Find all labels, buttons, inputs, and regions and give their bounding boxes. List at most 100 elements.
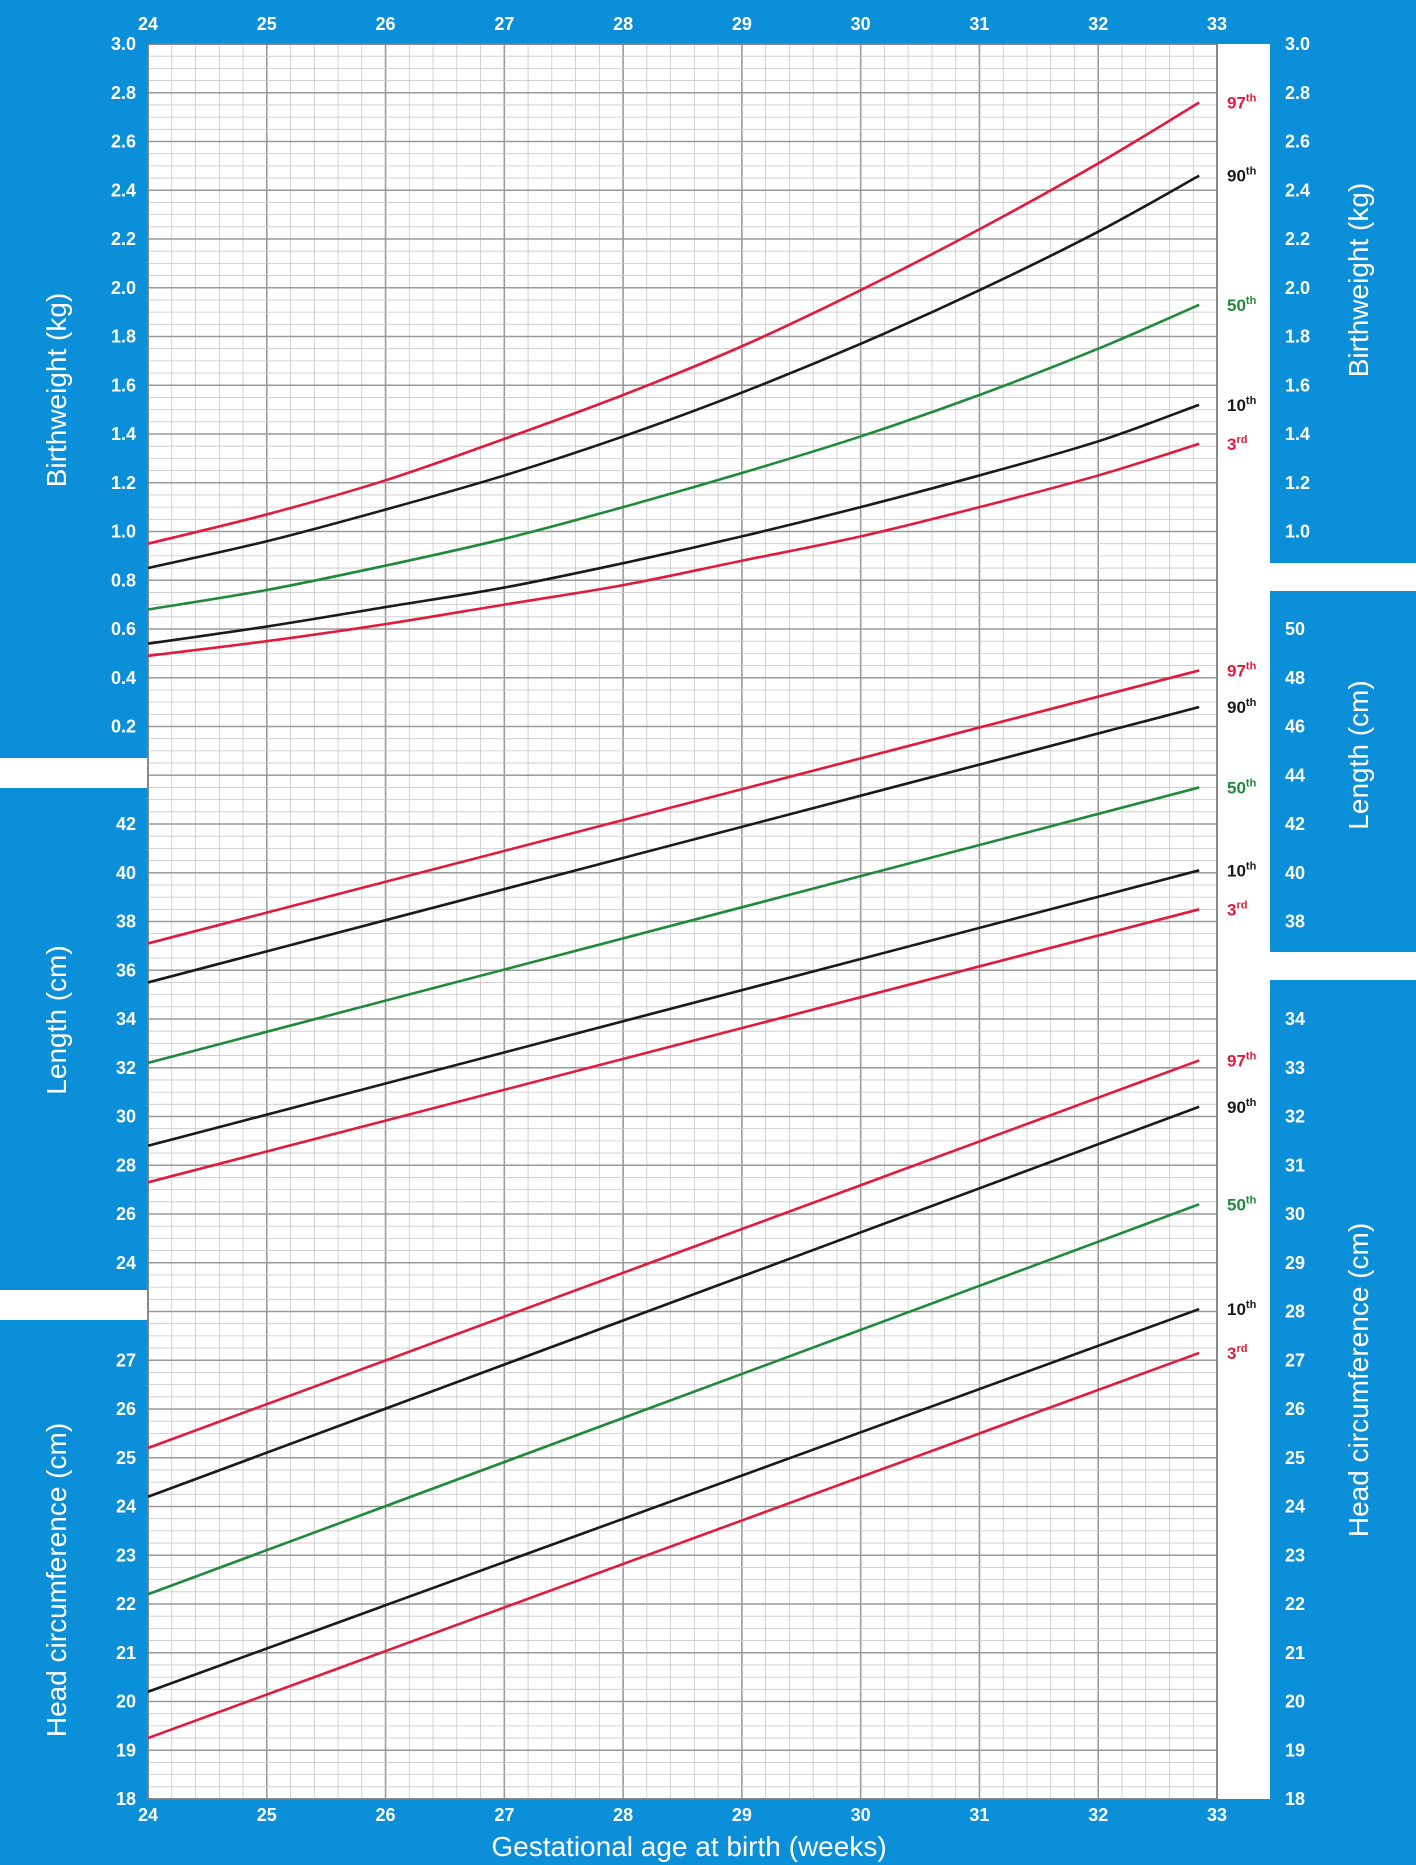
grid: [147, 43, 1218, 1800]
bw-left-tick: 2.8: [111, 83, 136, 103]
length-3rd-line: [147, 908, 1200, 1184]
hc-right-tick: 21: [1285, 1643, 1305, 1663]
len-right-title: Length (cm): [1343, 680, 1374, 829]
bw-right-tick: 1.6: [1285, 375, 1310, 395]
x-tick-top: 30: [851, 14, 871, 34]
right-gap-1: [1270, 563, 1416, 591]
hc-left-tick: 19: [116, 1740, 136, 1760]
x-tick-bottom: 27: [494, 1805, 514, 1825]
hc-right-tick: 32: [1285, 1107, 1305, 1127]
bw-right-tick: 1.2: [1285, 473, 1310, 493]
len-left-tick: 26: [116, 1204, 136, 1224]
hc-left-tick: 26: [116, 1399, 136, 1419]
head_circumference-10th-label: 10th: [1227, 1299, 1257, 1319]
birthweight-90th-label: 90th: [1227, 166, 1257, 186]
len-right-tick: 42: [1285, 814, 1305, 834]
birthweight-90th-line: [147, 174, 1200, 570]
x-tick-top: 32: [1088, 14, 1108, 34]
length-50th-label: 50th: [1227, 777, 1257, 797]
hc-left-tick: 22: [116, 1594, 136, 1614]
hc-right-tick: 31: [1285, 1155, 1305, 1175]
x-tick-bottom: 31: [969, 1805, 989, 1825]
bw-left-tick: 2.4: [111, 180, 136, 200]
bw-right-title: Birthweight (kg): [1343, 183, 1374, 378]
len-right-tick: 40: [1285, 863, 1305, 883]
head_circumference-10th-line: [147, 1307, 1200, 1693]
len-right-tick: 48: [1285, 668, 1305, 688]
x-tick-top: 25: [257, 14, 277, 34]
hc-right-tick: 23: [1285, 1545, 1305, 1565]
head_circumference-90th-line: [147, 1105, 1200, 1498]
x-tick-top: 29: [732, 14, 752, 34]
bw-right-tick: 2.4: [1285, 180, 1310, 200]
head_circumference-90th-label: 90th: [1227, 1097, 1257, 1117]
percentile-curves: [147, 101, 1200, 1740]
bw-right-tick: 1.4: [1285, 424, 1310, 444]
axis-ticks: 24 24 25 25 26 26 27 27 28 28 29 29 30 30 31 31 32 32 33 33…: [111, 14, 1310, 1825]
bw-left-tick: 2.0: [111, 278, 136, 298]
length-10th-line: [147, 869, 1200, 1148]
hc-left-tick: 27: [116, 1350, 136, 1370]
grid-border: [147, 43, 1218, 1800]
birthweight-3rd-label: 3rd: [1227, 434, 1247, 454]
hc-right-tick: 26: [1285, 1399, 1305, 1419]
length-90th-line: [147, 705, 1200, 984]
x-tick-bottom: 33: [1207, 1805, 1227, 1825]
hc-right-tick: 24: [1285, 1497, 1305, 1517]
birthweight-50th-label: 50th: [1227, 295, 1257, 315]
head_circumference-97th-line: [147, 1059, 1200, 1450]
x-tick-bottom: 32: [1088, 1805, 1108, 1825]
x-tick-top: 31: [969, 14, 989, 34]
hc-left-tick: 20: [116, 1692, 136, 1712]
x-tick-top: 26: [376, 14, 396, 34]
hc-right-tick: 30: [1285, 1204, 1305, 1224]
left-gap-2: [0, 1290, 148, 1320]
hc-right-tick: 33: [1285, 1058, 1305, 1078]
hc-left-tick: 21: [116, 1643, 136, 1663]
len-left-tick: 30: [116, 1107, 136, 1127]
x-tick-bottom: 29: [732, 1805, 752, 1825]
len-left-tick: 42: [116, 814, 136, 834]
hc-left-tick: 25: [116, 1448, 136, 1468]
bw-left-title: Birthweight (kg): [41, 293, 72, 488]
length-90th-label: 90th: [1227, 697, 1257, 717]
bw-left-tick: 1.8: [111, 327, 136, 347]
len-left-tick: 28: [116, 1155, 136, 1175]
birthweight-97th-line: [147, 101, 1200, 545]
x-tick-top: 27: [494, 14, 514, 34]
hc-right-tick: 29: [1285, 1253, 1305, 1273]
hc-right-tick: 28: [1285, 1302, 1305, 1322]
bw-left-tick: 0.4: [111, 668, 136, 688]
bw-right-tick: 1.0: [1285, 522, 1310, 542]
head_circumference-97th-label: 97th: [1227, 1050, 1257, 1070]
bw-right-tick: 2.2: [1285, 229, 1310, 249]
head_circumference-50th-label: 50th: [1227, 1194, 1257, 1214]
len-right-tick: 50: [1285, 619, 1305, 639]
len-left-tick: 34: [116, 1009, 136, 1029]
percentile-labels: 97th 90th 50th 10th 3rd 97th 90th 50th 10th 3rd 97…: [1227, 93, 1257, 1363]
hc-right-tick: 25: [1285, 1448, 1305, 1468]
bw-left-tick: 1.6: [111, 375, 136, 395]
birthweight-10th-label: 10th: [1227, 395, 1257, 415]
hc-right-tick: 18: [1285, 1789, 1305, 1809]
len-left-tick: 32: [116, 1058, 136, 1078]
bw-left-tick: 1.0: [111, 522, 136, 542]
bw-left-tick: 0.2: [111, 717, 136, 737]
bw-right-tick: 2.8: [1285, 83, 1310, 103]
hc-right-tick: 22: [1285, 1594, 1305, 1614]
hc-right-tick: 19: [1285, 1740, 1305, 1760]
birthweight-50th-line: [147, 303, 1200, 611]
bw-left-tick: 2.6: [111, 132, 136, 152]
bw-right-tick: 1.8: [1285, 327, 1310, 347]
bw-left-tick: 1.4: [111, 424, 136, 444]
hc-right-tick: 27: [1285, 1350, 1305, 1370]
hc-right-tick: 20: [1285, 1692, 1305, 1712]
len-left-tick: 38: [116, 912, 136, 932]
birthweight-10th-line: [147, 403, 1200, 645]
right-gap-2: [1270, 952, 1416, 980]
x-tick-top: 28: [613, 14, 633, 34]
length-3rd-label: 3rd: [1227, 899, 1247, 919]
length-10th-label: 10th: [1227, 860, 1257, 880]
